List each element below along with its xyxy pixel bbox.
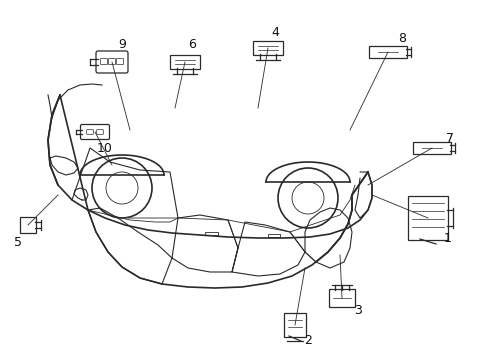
Text: 3: 3 — [353, 303, 361, 316]
Text: 9: 9 — [118, 39, 126, 51]
Text: 6: 6 — [188, 39, 196, 51]
Text: 4: 4 — [270, 26, 278, 39]
Text: 2: 2 — [304, 333, 311, 346]
Text: 5: 5 — [14, 235, 22, 248]
Text: 8: 8 — [397, 31, 405, 45]
Text: 7: 7 — [445, 131, 453, 144]
Text: 10: 10 — [97, 141, 113, 154]
Text: 1: 1 — [443, 231, 451, 244]
